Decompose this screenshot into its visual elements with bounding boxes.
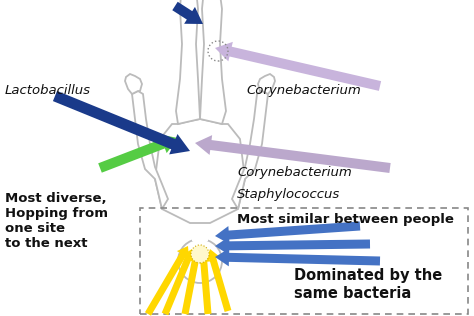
- FancyBboxPatch shape: [192, 223, 208, 241]
- Text: Lactobacillus: Lactobacillus: [5, 83, 91, 97]
- Circle shape: [191, 245, 209, 263]
- FancyArrow shape: [215, 222, 360, 244]
- FancyArrow shape: [195, 135, 391, 173]
- Text: Corynebacterium: Corynebacterium: [246, 83, 361, 97]
- Text: Dominated by the
same bacteria: Dominated by the same bacteria: [294, 268, 442, 301]
- Text: Corynebacterium: Corynebacterium: [237, 166, 352, 179]
- FancyArrow shape: [206, 249, 231, 312]
- FancyArrow shape: [197, 252, 211, 314]
- FancyArrow shape: [53, 91, 190, 155]
- Circle shape: [178, 239, 222, 283]
- Text: Most similar between people: Most similar between people: [237, 213, 454, 226]
- Polygon shape: [155, 119, 245, 223]
- Text: Most diverse,
Hopping from
one site
to the next: Most diverse, Hopping from one site to t…: [5, 192, 108, 250]
- Polygon shape: [176, 0, 200, 124]
- FancyArrow shape: [215, 237, 370, 255]
- Polygon shape: [232, 91, 268, 209]
- Polygon shape: [200, 0, 226, 124]
- Bar: [140, 208, 468, 314]
- FancyArrow shape: [98, 134, 178, 173]
- Text: Staphylococcus: Staphylococcus: [237, 188, 340, 201]
- Polygon shape: [258, 74, 275, 94]
- Polygon shape: [132, 91, 168, 209]
- FancyArrow shape: [182, 252, 202, 315]
- FancyArrow shape: [145, 246, 189, 316]
- FancyArrow shape: [172, 2, 203, 24]
- Polygon shape: [125, 74, 142, 94]
- FancyArrow shape: [162, 249, 195, 315]
- FancyArrow shape: [215, 248, 380, 266]
- FancyArrow shape: [215, 42, 381, 91]
